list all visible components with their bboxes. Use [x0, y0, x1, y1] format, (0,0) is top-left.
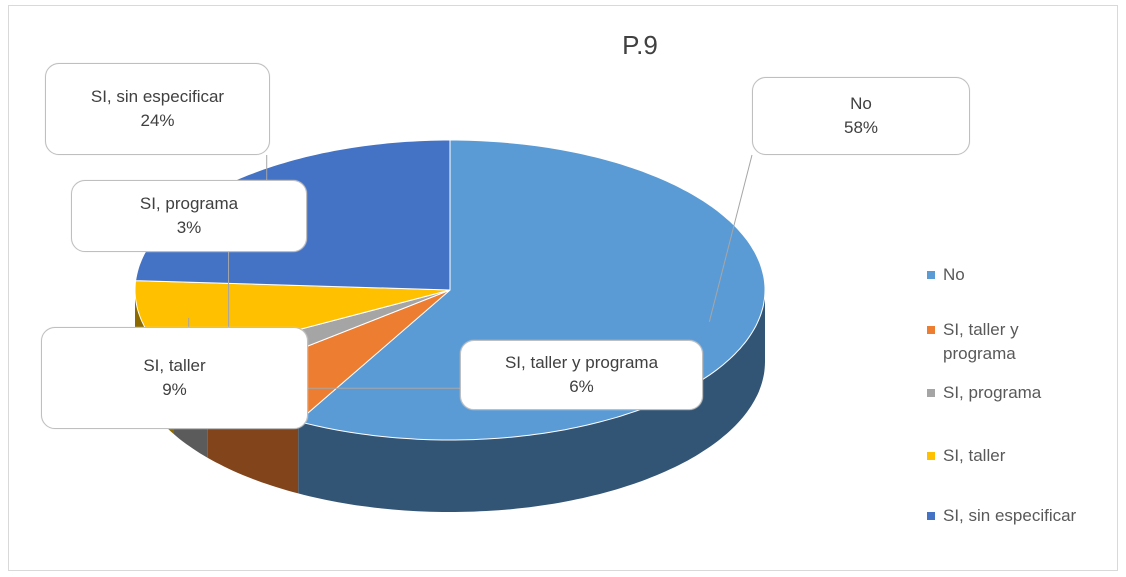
data-label: 58% [843, 118, 879, 137]
legend-item: SI, taller [927, 444, 1117, 468]
data-label: 3% [176, 218, 202, 237]
chart-title: P.9 [622, 30, 658, 60]
legend-swatch [927, 389, 935, 397]
chart-frame [8, 5, 1118, 571]
callout-category: No [850, 94, 872, 114]
legend-item: SI, sin especificar [927, 504, 1117, 528]
legend-item: SI, taller y programa [927, 318, 1117, 366]
legend-label: No [943, 265, 965, 284]
callout-category: SI, taller [143, 356, 206, 376]
data-callout: SI, programa 3% [71, 180, 307, 252]
legend-item: SI, programa [927, 381, 1117, 405]
legend-swatch [927, 512, 935, 520]
data-callout: No 58% [752, 77, 970, 155]
data-callout: SI, taller y programa 6% [460, 340, 703, 410]
legend-label: SI, programa [943, 383, 1042, 402]
data-callout: SI, taller 9% [41, 327, 308, 429]
data-callout: SI, sin especificar 24% [45, 63, 270, 155]
legend-label: SI, taller y programa [943, 320, 1019, 363]
data-label: 24% [140, 111, 175, 130]
legend-label: SI, sin especificar [943, 506, 1077, 525]
leader-line [708, 154, 753, 322]
pie-side [298, 290, 765, 512]
legend-swatch [927, 326, 935, 334]
legend-item: No [927, 263, 1117, 287]
callout-category: SI, programa [139, 194, 239, 214]
callout-category: SI, taller y programa [504, 353, 659, 373]
data-label: 6% [569, 377, 594, 396]
data-label: 9% [162, 380, 187, 399]
legend-swatch [927, 271, 935, 279]
legend-swatch [927, 452, 935, 460]
callout-category: SI, sin especificar [90, 87, 225, 107]
legend-label: SI, taller [943, 446, 1006, 465]
